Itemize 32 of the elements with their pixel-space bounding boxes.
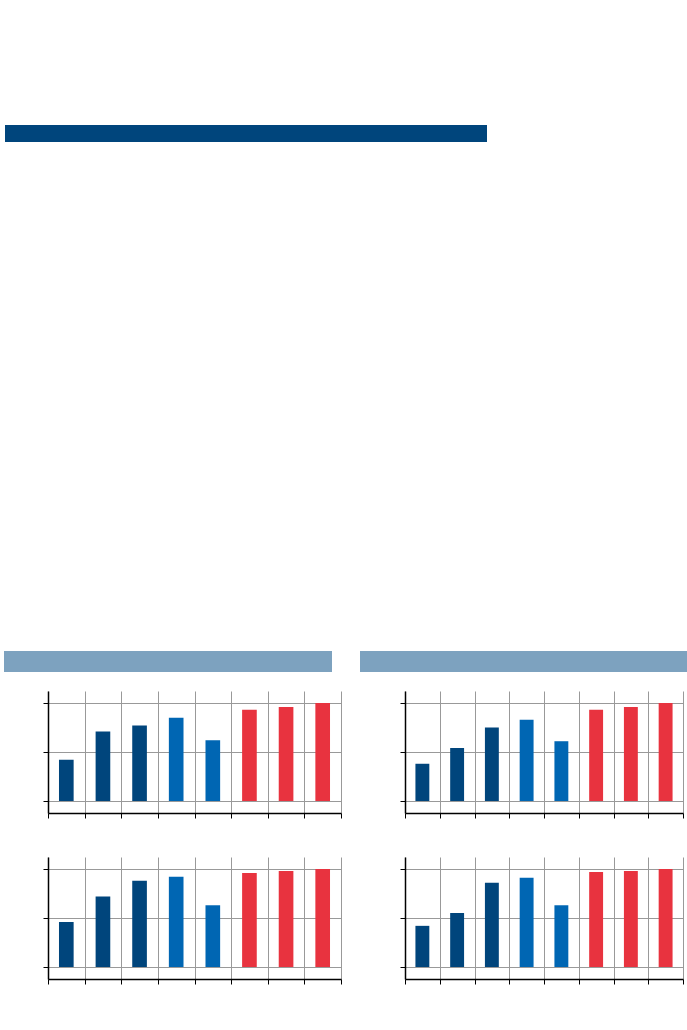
bar [278,706,294,801]
bar [242,872,257,967]
bar [589,871,604,967]
bar [95,896,111,967]
bar [315,703,331,801]
bar [132,725,147,801]
bar [205,740,221,801]
bar [658,869,673,967]
bar [658,703,673,801]
bar [415,925,430,967]
bar [554,741,569,801]
bar [554,905,569,967]
bar [519,719,534,801]
bar [519,877,534,967]
bar [415,763,430,801]
bar [132,880,147,967]
bar [168,717,184,801]
bar [484,882,499,967]
bar [484,727,499,801]
bar [205,905,221,967]
bar [58,759,74,801]
bar [450,913,465,967]
bar [278,870,294,967]
bar [623,870,638,967]
bar [315,869,331,967]
bar [58,921,74,967]
bar [242,709,257,801]
bar [168,876,184,967]
bar [589,709,604,801]
bar [450,748,465,801]
bar [95,731,111,801]
bar [623,706,638,801]
